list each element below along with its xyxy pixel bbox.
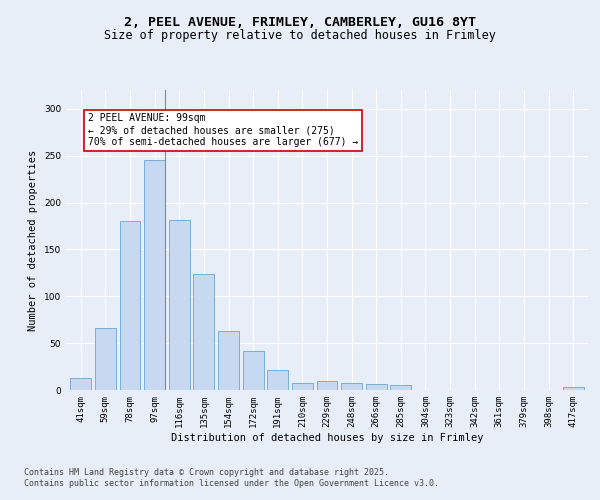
Bar [391,386,412,390]
Bar [169,220,190,390]
Text: Size of property relative to detached houses in Frimley: Size of property relative to detached ho… [104,28,496,42]
Bar [119,221,140,390]
Bar [144,160,165,390]
Bar [95,328,116,390]
Bar [563,387,584,390]
Bar [267,370,288,390]
Text: Contains HM Land Registry data © Crown copyright and database right 2025.
Contai: Contains HM Land Registry data © Crown c… [24,468,439,487]
Bar [242,350,263,390]
X-axis label: Distribution of detached houses by size in Frimley: Distribution of detached houses by size … [171,432,483,442]
Y-axis label: Number of detached properties: Number of detached properties [28,150,38,330]
Bar [70,378,91,390]
Bar [292,384,313,390]
Bar [341,384,362,390]
Bar [366,384,387,390]
Bar [193,274,214,390]
Bar [218,331,239,390]
Text: 2 PEEL AVENUE: 99sqm
← 29% of detached houses are smaller (275)
70% of semi-deta: 2 PEEL AVENUE: 99sqm ← 29% of detached h… [88,114,358,146]
Bar [317,380,337,390]
Text: 2, PEEL AVENUE, FRIMLEY, CAMBERLEY, GU16 8YT: 2, PEEL AVENUE, FRIMLEY, CAMBERLEY, GU16… [124,16,476,29]
